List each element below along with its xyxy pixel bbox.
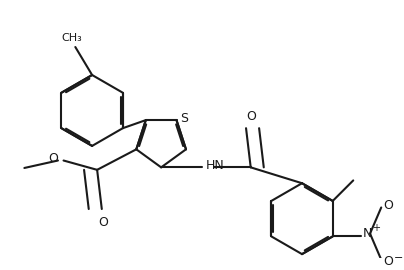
Text: O: O [48,152,58,165]
Text: CH₃: CH₃ [61,33,82,43]
Text: O: O [383,199,393,212]
Text: N: N [362,227,372,240]
Text: O: O [383,255,393,268]
Text: O: O [246,110,256,123]
Text: +: + [372,223,380,233]
Text: HN: HN [206,159,225,172]
Text: O: O [98,217,107,230]
Text: −: − [394,253,404,263]
Text: S: S [180,112,188,125]
